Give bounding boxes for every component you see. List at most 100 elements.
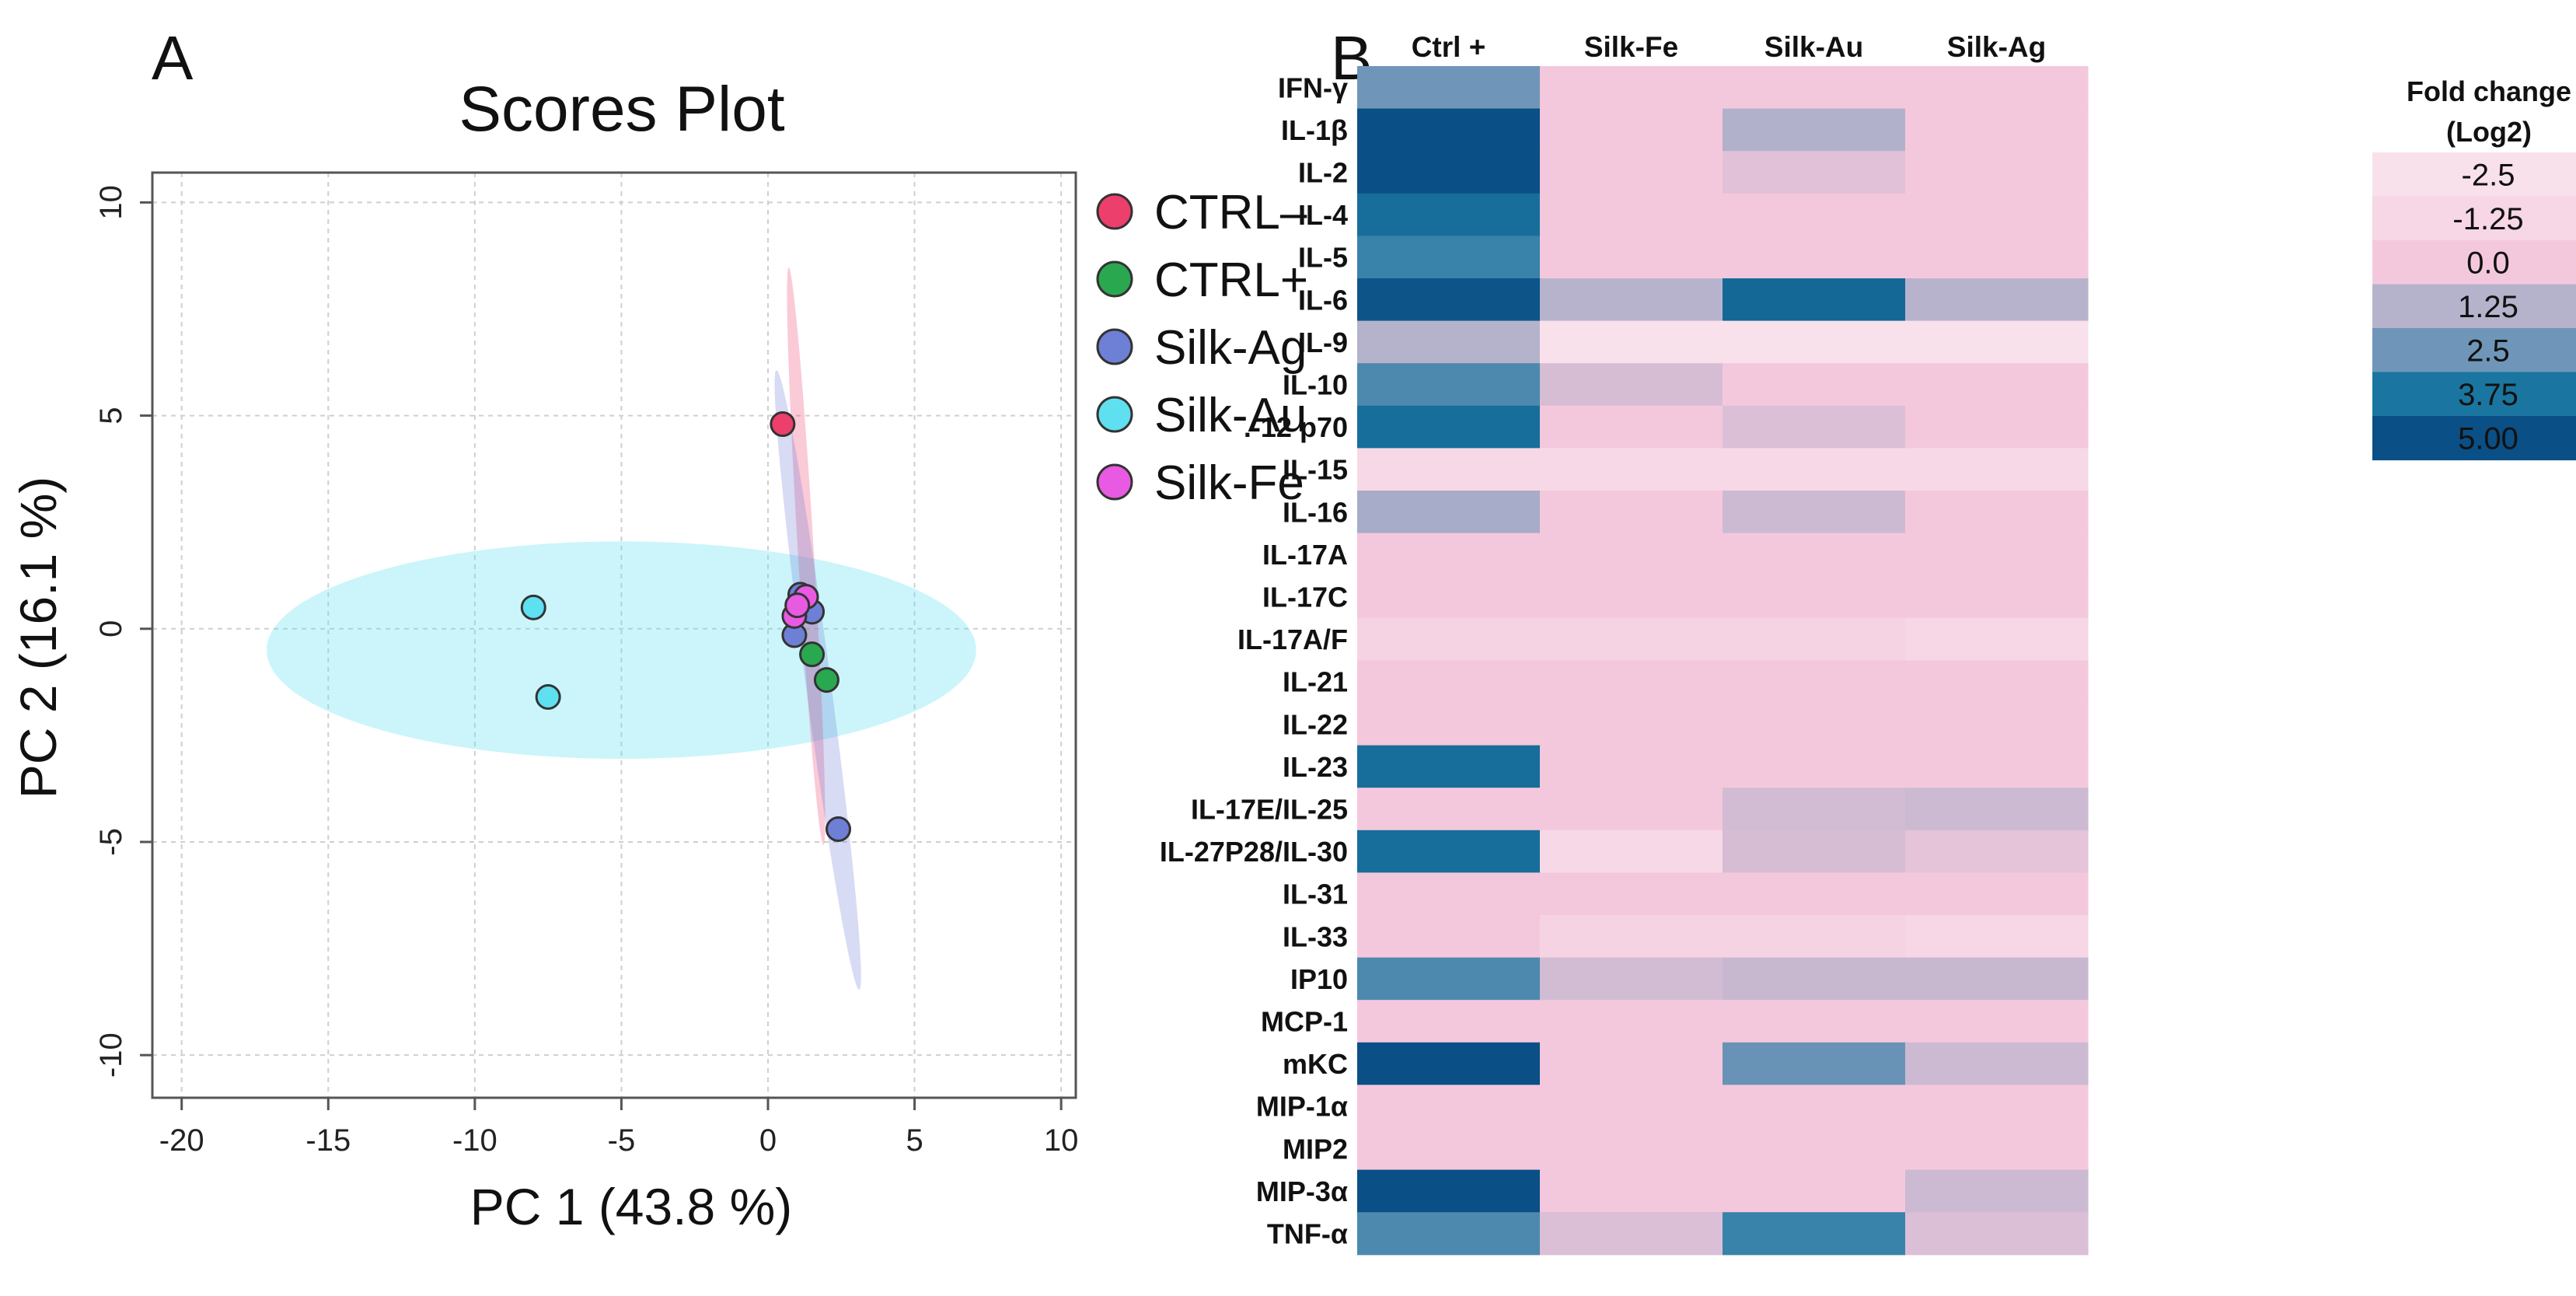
heatmap-column-headers: Ctrl + Silk-Fe Silk-Au Silk-Ag — [1412, 31, 2047, 63]
heatmap-cell — [1905, 830, 2089, 873]
heatmap-cell — [1357, 236, 1541, 279]
y-tick-label: 0 — [94, 620, 128, 638]
x-tick-label: 5 — [906, 1123, 923, 1158]
colorbar-swatch — [2372, 284, 2576, 329]
heatmap-cell — [1723, 278, 1906, 322]
heatmap-cell — [1723, 1085, 1906, 1128]
heatmap-cell — [1540, 915, 1723, 959]
colorbar-title-line1: Fold change — [2407, 75, 2571, 107]
legend-label: Silk-Fe — [1154, 456, 1304, 510]
heatmap-row-label: IL-16 — [1283, 496, 1348, 528]
heatmap-cell — [1357, 108, 1541, 152]
data-point — [520, 594, 546, 620]
y-axis-label: PC 2 (16.1 %) — [9, 477, 67, 799]
heatmap-cell — [1905, 1085, 2089, 1128]
heatmap-cell — [1723, 1169, 1906, 1213]
heatmap-cell — [1905, 108, 2089, 152]
heatmap-cell — [1905, 66, 2089, 110]
heatmap-cell — [1357, 405, 1541, 449]
heatmap-row-label: IL-6 — [1298, 284, 1348, 316]
heatmap-cell — [1540, 1000, 1723, 1043]
heatmap-cell — [1540, 872, 1723, 916]
heatmap-cell — [1905, 872, 2089, 916]
heatmap-column-header: Silk-Au — [1764, 31, 1863, 63]
heatmap-cell — [1540, 617, 1723, 661]
heatmap-row-label: IL-17E/IL-25 — [1191, 794, 1348, 826]
heatmap-cell — [1723, 108, 1906, 152]
heatmap-column-header: Silk-Fe — [1584, 31, 1678, 63]
heatmap-cell — [1357, 957, 1541, 1001]
data-point — [535, 684, 561, 711]
heatmap-cell — [1723, 617, 1906, 661]
scores-plot-title: Scores Plot — [459, 74, 785, 145]
x-axis-ticks: -20 -15 -10 -5 0 5 10 — [159, 1098, 1078, 1158]
heatmap-cell — [1357, 533, 1541, 576]
x-tick-label: 0 — [759, 1123, 777, 1158]
heatmap-cell — [1540, 1042, 1723, 1085]
legend-label: Silk-Ag — [1154, 321, 1307, 375]
heatmap-row-label: IL-23 — [1283, 751, 1348, 783]
colorbar-tick-label: -2.5 — [2462, 158, 2515, 192]
heatmap-cell — [1905, 1169, 2089, 1213]
heatmap-cell — [1357, 1212, 1541, 1256]
heatmap-cell — [1357, 703, 1541, 746]
heatmap-cell — [1540, 278, 1723, 322]
colorbar-title-line2: (Log2) — [2446, 116, 2532, 148]
heatmap-row-label: MCP-1 — [1261, 1006, 1348, 1038]
heatmap-cell — [1723, 575, 1906, 619]
heatmap-cell — [1723, 915, 1906, 959]
heatmap-cell — [1905, 1000, 2089, 1043]
heatmap-cells — [1357, 66, 2089, 1256]
data-point — [799, 641, 826, 668]
heatmap-cell — [1357, 830, 1541, 873]
y-tick-label: -10 — [94, 1032, 128, 1078]
heatmap-cell — [1723, 533, 1906, 576]
heatmap-cell — [1723, 363, 1906, 407]
colorbar-swatch — [2372, 152, 2576, 197]
heatmap-row-label: IL-4 — [1298, 199, 1348, 231]
legend-label: CTRL+ — [1154, 253, 1308, 307]
heatmap-row-label: TNF-α — [1267, 1218, 1348, 1250]
heatmap-cell — [1357, 278, 1541, 322]
legend-marker — [1096, 328, 1133, 365]
heatmap-cell — [1357, 66, 1541, 110]
heatmap-cell — [1905, 1042, 2089, 1085]
heatmap-cell — [1905, 1127, 2089, 1171]
heatmap-row-label: IL-15 — [1283, 454, 1348, 486]
heatmap-cell — [1723, 703, 1906, 746]
heatmap-cell — [1905, 533, 2089, 576]
heatmap-cell — [1723, 1212, 1906, 1256]
heatmap-row-label: mKC — [1283, 1048, 1348, 1080]
heatmap-cell — [1357, 1169, 1541, 1213]
heatmap-cell — [1905, 363, 2089, 407]
heatmap-cell — [1357, 1085, 1541, 1128]
heatmap-cell — [1357, 320, 1541, 364]
heatmap-cell — [1540, 788, 1723, 831]
heatmap-cell — [1905, 575, 2089, 619]
heatmap-cell — [1723, 788, 1906, 831]
legend-marker — [1096, 463, 1133, 501]
y-tick-label: 5 — [94, 407, 128, 424]
heatmap-row-label: IP10 — [1290, 963, 1348, 995]
ellipse-silk-au — [267, 541, 976, 760]
x-tick-label: -10 — [452, 1123, 497, 1158]
heatmap-cell — [1357, 788, 1541, 831]
legend-marker — [1096, 396, 1133, 433]
heatmap-row-label: .-12 p70 — [1244, 411, 1348, 443]
colorbar-tick-label: 3.75 — [2458, 378, 2518, 412]
heatmap-cell — [1540, 830, 1723, 873]
heatmap-cell — [1905, 1212, 2089, 1256]
heatmap-row-label: IL-17A — [1262, 539, 1348, 571]
heatmap-cell — [1723, 405, 1906, 449]
scatter-gridlines — [152, 173, 1076, 1098]
heatmap-cell — [1540, 320, 1723, 364]
heatmap-cell — [1905, 320, 2089, 364]
heatmap-cell — [1540, 1169, 1723, 1213]
colorbar: -2.5 -1.25 0.0 1.25 2.5 3.75 5.00 — [2372, 152, 2576, 461]
heatmap-row-label: IL-31 — [1283, 879, 1348, 910]
heatmap-cell — [1905, 278, 2089, 322]
heatmap-cell — [1723, 66, 1906, 110]
x-tick-label: -20 — [159, 1123, 204, 1158]
heatmap-cell — [1540, 108, 1723, 152]
